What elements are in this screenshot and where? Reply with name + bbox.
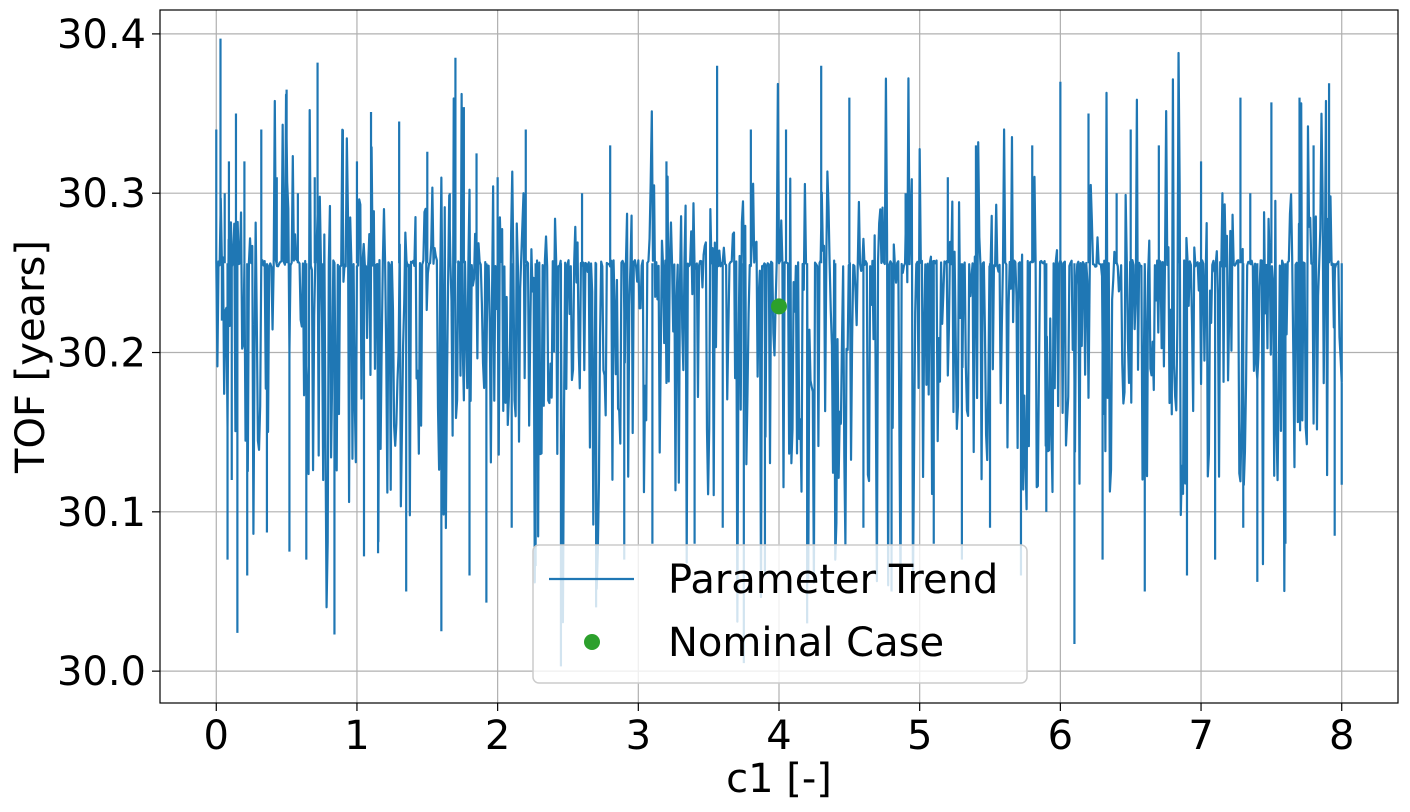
x-tick-label: 8 [1329, 713, 1354, 759]
axis-ticks: 0 1 2 3 4 5 6 7 8 30.0 30.1 30.2 30.3 30.4 [57, 12, 1355, 759]
y-tick-label: 30.4 [57, 12, 146, 58]
x-tick-label: 0 [204, 713, 229, 759]
x-tick-label: 4 [766, 713, 791, 759]
legend-point-swatch [584, 634, 600, 650]
parameter-trend-line [215, 38, 1343, 667]
x-tick-label: 1 [344, 713, 369, 759]
x-axis-label: c1 [-] [726, 756, 832, 802]
x-tick-label: 6 [1048, 713, 1073, 759]
legend-label-nominal-case: Nominal Case [668, 620, 944, 666]
x-tick-label: 5 [907, 713, 932, 759]
y-tick-label: 30.0 [57, 649, 146, 695]
legend-box [532, 544, 1028, 684]
x-tick-label: 2 [485, 713, 510, 759]
nominal-case-point [771, 298, 787, 315]
x-tick-label: 7 [1188, 713, 1213, 759]
plot-series [215, 38, 1343, 667]
x-tick-label: 3 [626, 713, 651, 759]
legend-label-parameter-trend: Parameter Trend [668, 557, 998, 603]
y-tick-label: 30.3 [57, 171, 146, 217]
y-axis-label: TOF [years] [8, 240, 54, 474]
y-tick-label: 30.1 [57, 490, 146, 536]
legend: Parameter Trend Nominal Case [532, 544, 1028, 684]
y-tick-label: 30.2 [57, 331, 146, 377]
